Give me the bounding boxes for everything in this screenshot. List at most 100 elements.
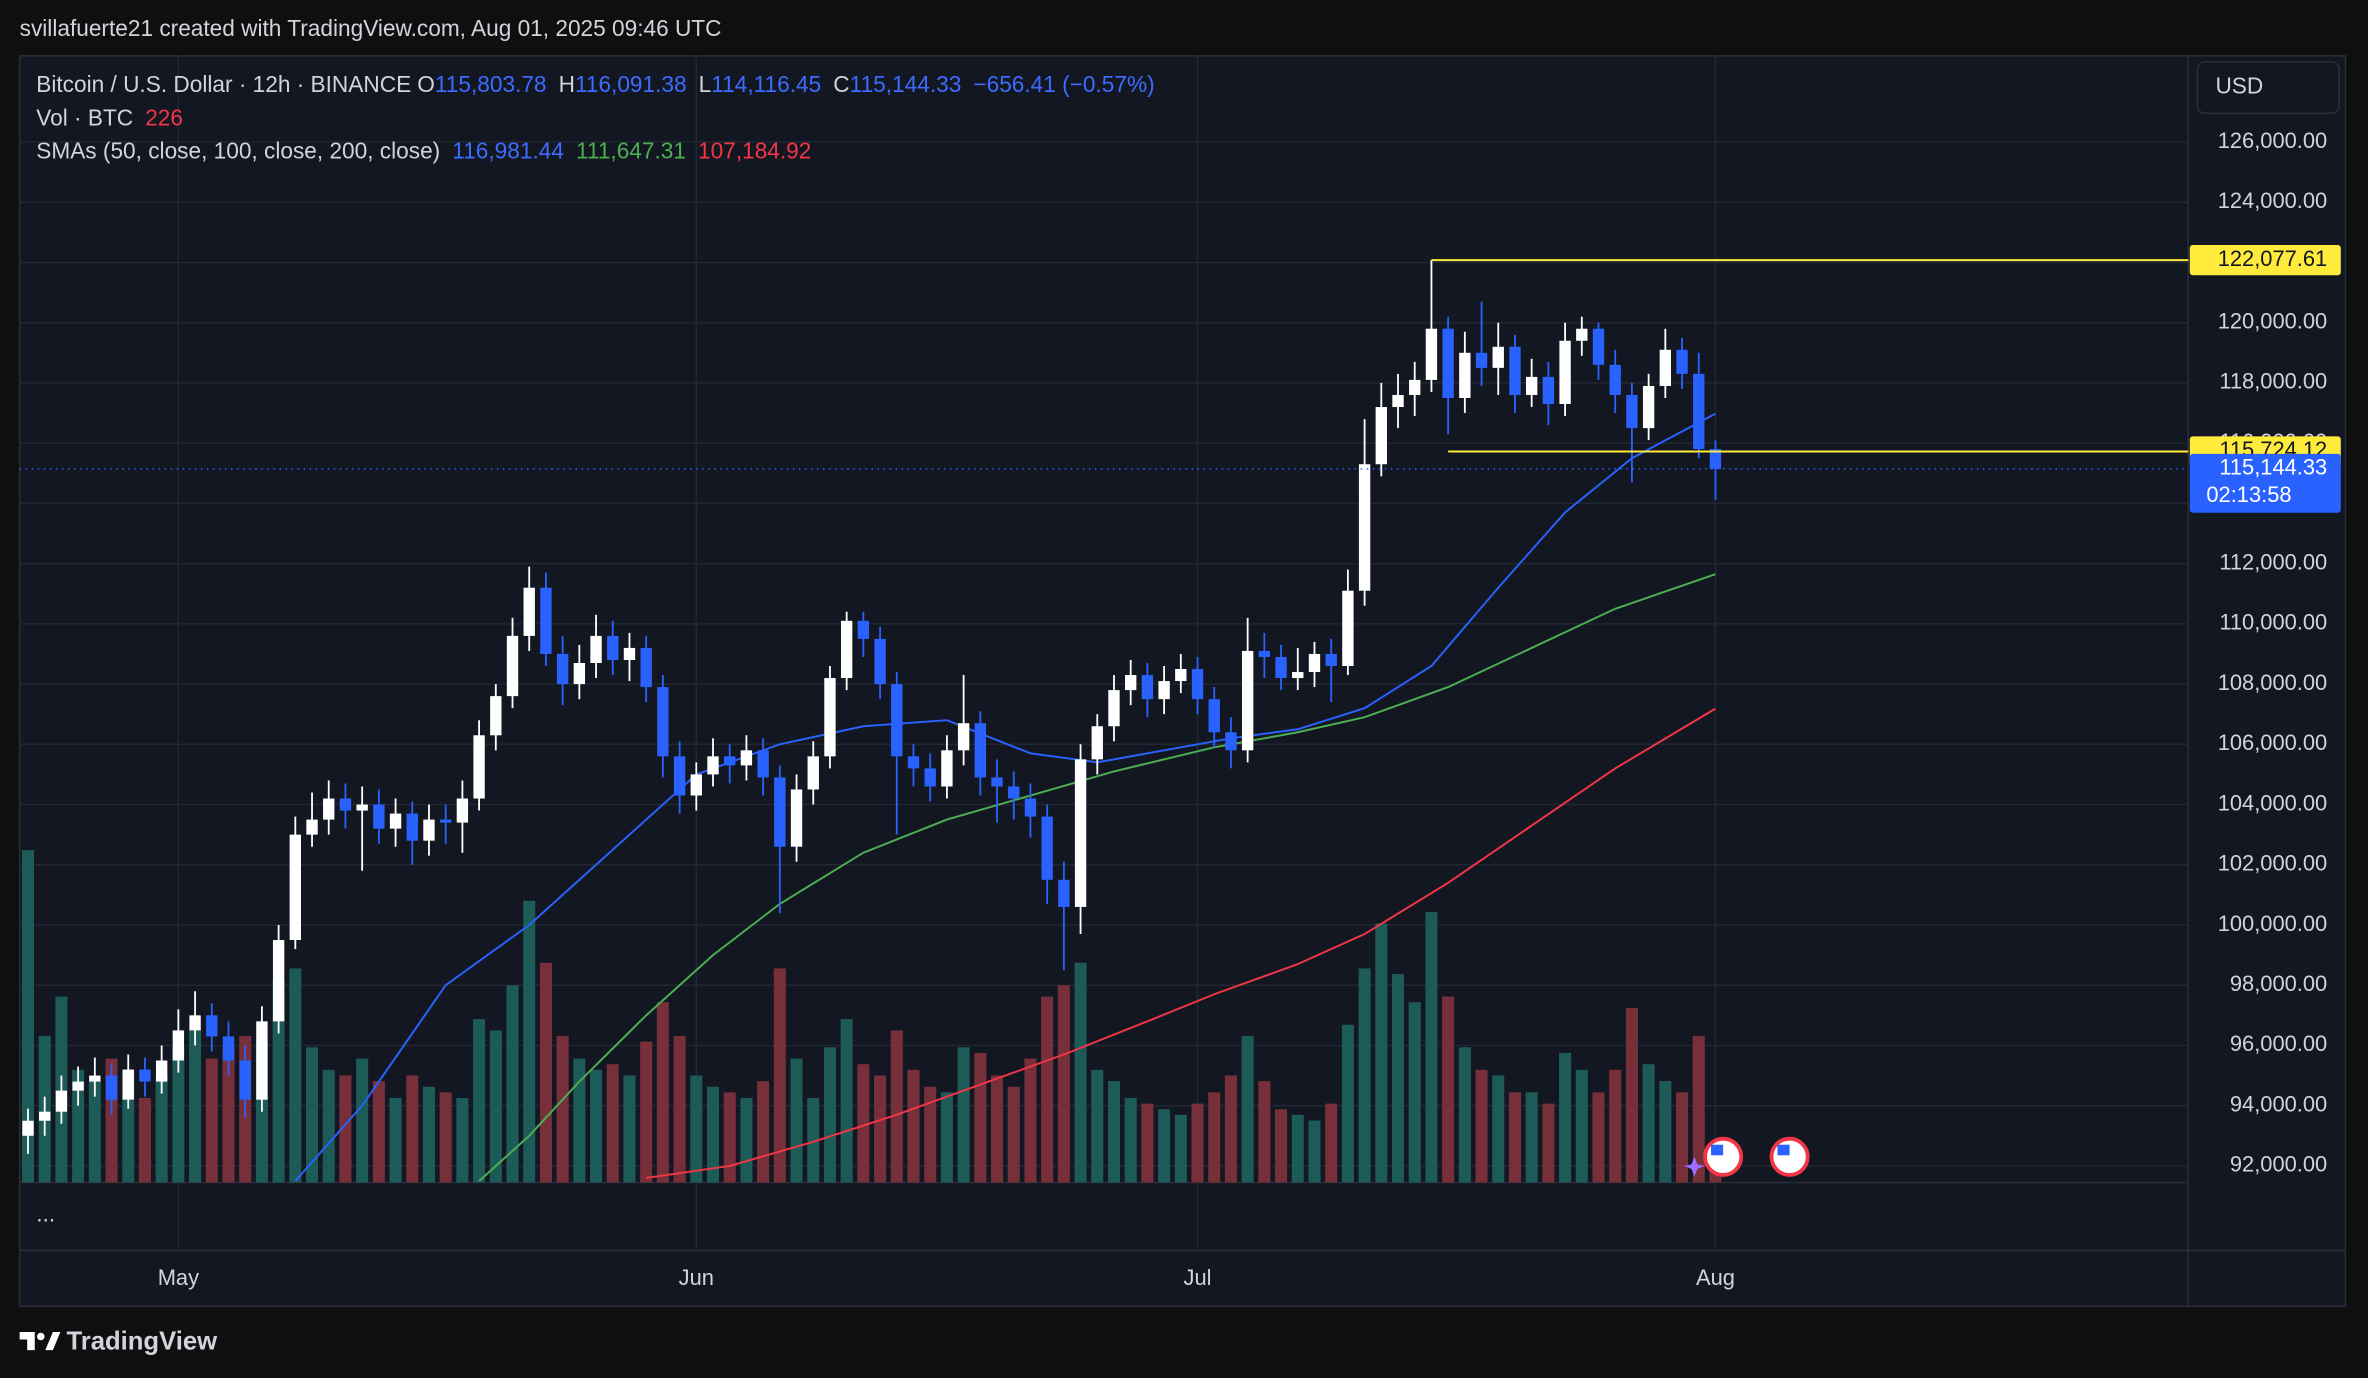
volume-bar: [72, 1069, 85, 1183]
candle-body: [941, 750, 953, 787]
candle-body: [272, 940, 285, 1022]
volume-bar: [1442, 996, 1455, 1183]
candle-body: [389, 813, 402, 829]
volume-bar: [890, 1030, 903, 1183]
currency-button[interactable]: [2196, 61, 2341, 115]
volume-bar: [1024, 1058, 1037, 1183]
volume-bar: [506, 985, 519, 1183]
volume-bar: [473, 1019, 486, 1183]
legend-sma-row: SMAs (50, close, 100, close, 200, close)…: [36, 138, 811, 164]
candle-body: [423, 819, 435, 841]
volume-bar: [1692, 1036, 1705, 1183]
volume-bar: [306, 1047, 319, 1183]
candle-body: [1041, 816, 1053, 880]
volume-bar: [272, 979, 285, 1183]
level-label: 122,077.61: [2218, 246, 2327, 271]
candle-body: [172, 1030, 185, 1061]
flag-icon[interactable]: [1703, 1136, 1744, 1177]
volume-bar: [974, 1052, 987, 1183]
candle-body: [1125, 675, 1137, 691]
candle-body: [1442, 328, 1454, 398]
candle-body: [924, 768, 936, 787]
legend-sma-value: 116,981.44: [452, 138, 564, 164]
volume-bar: [1275, 1109, 1288, 1183]
volume-bar: [907, 1069, 920, 1183]
legend-value: 114,116.45: [711, 71, 821, 97]
volume-bar: [1191, 1103, 1204, 1183]
volume-bar: [439, 1092, 452, 1183]
volume-bar: [88, 1081, 101, 1183]
candle-body: [89, 1075, 101, 1082]
volume-bar: [1475, 1069, 1488, 1183]
candle-body: [72, 1081, 84, 1091]
sma-line: [294, 412, 1716, 1182]
sma-line: [646, 707, 1716, 1179]
candle-body: [874, 638, 886, 685]
candle-body: [907, 756, 920, 769]
candle-body: [1425, 328, 1438, 380]
candle-body: [1141, 675, 1154, 700]
candle-body: [590, 635, 602, 663]
candle-body: [757, 750, 769, 778]
y-tick-label: 106,000.00: [2218, 730, 2327, 755]
candle-body: [840, 620, 853, 679]
volume-bar: [573, 1058, 586, 1183]
candle-body: [1592, 328, 1605, 365]
volume-bar: [1258, 1081, 1271, 1183]
candle-body: [406, 813, 418, 841]
volume-bar: [1592, 1092, 1605, 1183]
flag-icon[interactable]: [1769, 1136, 1810, 1177]
volume-bar: [556, 1036, 569, 1183]
candle-body: [657, 687, 669, 757]
legend-volume-value: 226: [145, 104, 183, 130]
volume-bar: [456, 1097, 469, 1183]
legend-sma-value: 107,184.92: [698, 138, 811, 164]
flag-canton: [1711, 1144, 1724, 1156]
volume-bar: [489, 1030, 502, 1183]
candle-body: [824, 678, 836, 757]
y-tick-label: 118,000.00: [2219, 369, 2327, 394]
currency[interactable]: USD: [2215, 73, 2263, 99]
candle-body: [790, 789, 803, 847]
y-tick-label: 92,000.00: [2230, 1152, 2327, 1177]
x-tick-label: Aug: [1696, 1265, 1735, 1290]
y-tick-label: 100,000.00: [2218, 911, 2327, 936]
candle-body: [1358, 464, 1371, 591]
volume-bar: [1174, 1114, 1187, 1183]
y-tick-label: 102,000.00: [2218, 851, 2327, 876]
candle-body: [1642, 385, 1655, 429]
volume-bar: [790, 1058, 803, 1183]
legend-value: 115,803.78: [435, 71, 547, 97]
candle-body: [1292, 672, 1304, 679]
candle-body: [1576, 328, 1588, 341]
volume-bar: [1609, 1069, 1622, 1183]
candle-body: [540, 587, 552, 654]
candle-body: [1492, 346, 1504, 368]
candle-body: [1275, 656, 1287, 679]
pane-more[interactable]: ...: [36, 1201, 55, 1227]
volume-bar: [1208, 1092, 1221, 1183]
legend-key: O: [417, 71, 435, 97]
volume-bar: [356, 1058, 369, 1183]
candle-body: [1008, 786, 1020, 799]
y-tick-label: 112,000.00: [2219, 549, 2327, 574]
legend-volume-row: Vol · BTC 226: [36, 104, 183, 130]
candle-body: [556, 653, 569, 685]
volume-bar: [656, 1002, 669, 1183]
candle-body: [1325, 653, 1337, 667]
candle-body: [1542, 376, 1555, 405]
candle-body: [122, 1069, 134, 1100]
volume-bar: [957, 1047, 970, 1183]
volume-bar: [773, 968, 786, 1183]
volume-bar: [1341, 1024, 1354, 1183]
y-tick-label: 124,000.00: [2218, 188, 2327, 213]
y-tick-label: 120,000.00: [2218, 308, 2327, 333]
volume-bar: [222, 1047, 235, 1183]
brand-logo: [19, 1331, 61, 1351]
y-tick-label: 126,000.00: [2218, 128, 2327, 153]
volume-bar: [523, 900, 536, 1183]
candle-body: [1475, 352, 1488, 368]
volume-bar: [172, 1047, 185, 1183]
candle-body: [1392, 394, 1404, 408]
volume-bar: [189, 1030, 202, 1183]
